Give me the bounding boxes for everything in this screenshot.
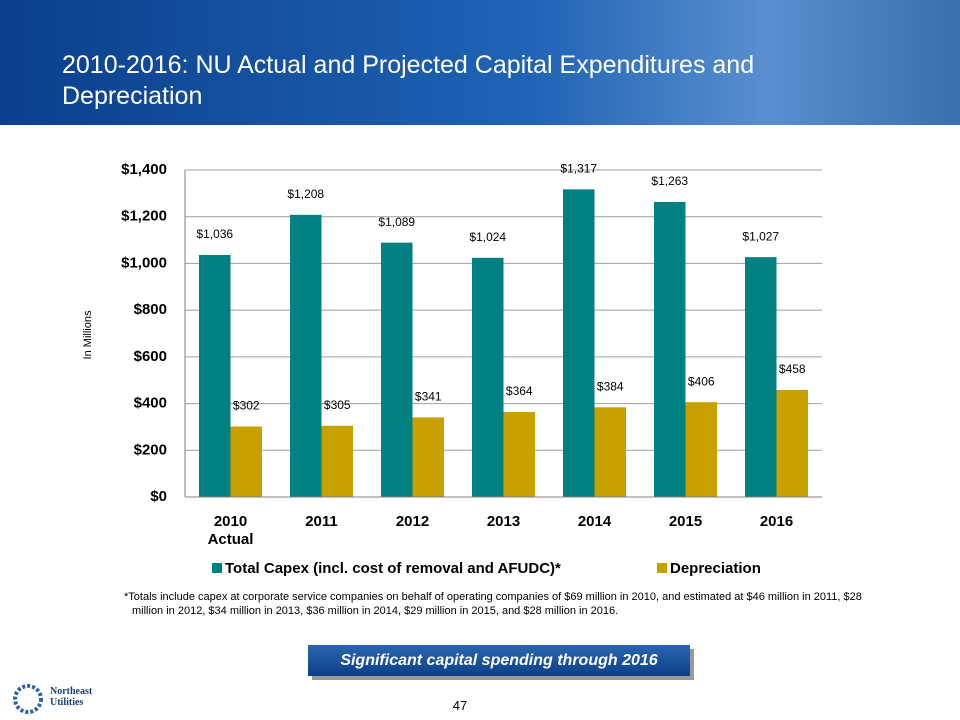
bar [594,407,626,497]
bar [776,390,808,497]
y-tick-label: $200 [134,441,167,458]
bar [654,201,686,498]
data-label: $364 [506,384,533,398]
x-tick-label: 2016 [759,513,794,530]
header-band [0,0,960,125]
bar [230,426,262,497]
legend-swatch [212,563,222,573]
bar [412,417,444,497]
page-number: 47 [452,698,468,713]
data-label: $1,027 [742,229,779,243]
y-tick-label: $0 [150,488,167,505]
data-label: $1,036 [196,227,233,241]
bar [745,257,777,497]
y-tick-label: $1,200 [121,208,167,225]
bar [503,411,535,497]
data-label: $1,089 [378,215,415,229]
legend-swatch [657,563,667,573]
bar [290,214,322,498]
x-tick-label: 2011 [305,513,338,530]
y-tick-label: $600 [134,348,167,365]
data-label: $1,208 [287,187,324,201]
logo-icon [13,684,43,714]
data-label: $1,024 [469,230,506,244]
x-tick-label: 2015 [668,513,703,530]
x-tick-label: 2012 [395,513,430,530]
y-tick-label: $400 [134,395,167,412]
data-label: $1,263 [651,174,688,188]
slide-title: 2010-2016: NU Actual and Projected Capit… [62,51,755,110]
data-label: $406 [688,374,715,388]
data-label: $384 [597,379,624,393]
x-tick-label: 2010 Actual [207,513,254,548]
bar [563,189,595,498]
bar [381,242,413,497]
x-tick-label: 2013 [486,513,521,530]
legend-label: Total Capex (incl. cost of removal and A… [225,560,561,577]
y-tick-label: $800 [134,301,167,318]
bar [321,425,353,497]
data-label: $458 [779,362,806,376]
y-axis-label: In Millions [82,310,94,359]
bar [685,402,717,497]
logo-text: Northeast Utilities [50,686,93,708]
data-label: $305 [324,398,351,412]
bar [199,255,231,497]
footnote: *Totals include capex at corporate servi… [124,591,862,617]
x-tick-label: 2014 [577,513,612,530]
callout: Significant capital spending through 201… [308,645,690,676]
y-tick-label: $1,400 [121,161,167,178]
data-label: $1,317 [560,162,597,176]
bar [472,257,504,497]
y-tick-label: $1,000 [121,254,167,271]
data-label: $302 [233,399,260,413]
legend-label: Depreciation [670,560,761,577]
data-label: $341 [415,390,442,404]
